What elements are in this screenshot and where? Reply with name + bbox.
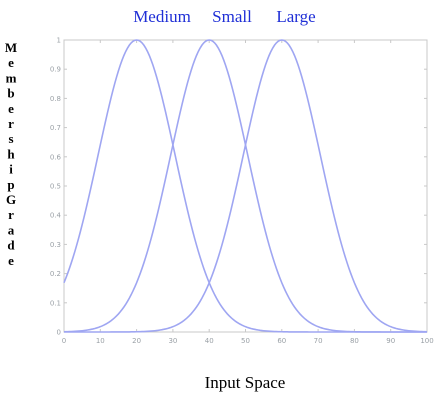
y-tick-label: 0.3: [50, 241, 61, 249]
y-tick-label: 0: [57, 329, 61, 337]
x-tick-label: 60: [277, 337, 286, 345]
y-tick-label: 0.6: [50, 153, 62, 161]
x-tick-label: 30: [168, 337, 177, 345]
legend-label-large: Large: [276, 7, 315, 26]
series-lines: [63, 39, 428, 333]
x-tick-label: 10: [96, 337, 105, 345]
y-axis-label-char: i: [9, 162, 13, 177]
series-line-large: [64, 39, 428, 333]
y-tick-label: 1: [57, 37, 61, 45]
y-axis-label-char: b: [7, 86, 14, 101]
y-axis-label-char: h: [7, 146, 15, 161]
x-tick-label: 70: [314, 337, 323, 345]
x-tick-label: 80: [350, 337, 359, 345]
y-axis-label-char: M: [5, 40, 17, 55]
x-tick-label: 50: [241, 337, 250, 345]
y-axis-label-char: d: [7, 238, 15, 253]
y-axis-label-char: e: [8, 101, 14, 116]
x-tick-label: 40: [205, 337, 214, 345]
y-axis-label-char: r: [8, 207, 14, 222]
x-tick-label: 20: [132, 337, 141, 345]
y-tick-label: 0.9: [50, 66, 61, 74]
y-tick-label: 0.8: [50, 95, 61, 103]
legend-label-small: Small: [212, 7, 252, 26]
x-tick-label: 0: [62, 337, 66, 345]
y-tick-label: 0.4: [50, 212, 62, 220]
x-tick-label: 90: [386, 337, 395, 345]
legend: Medium Small Large: [133, 7, 315, 26]
y-tick-label: 0.5: [50, 183, 61, 191]
y-axis-label-char: e: [8, 55, 14, 70]
x-tick-label: 100: [420, 337, 433, 345]
x-axis-label: Input Space: [205, 373, 286, 392]
plot-frame: [63, 39, 428, 333]
y-axis-label-char: m: [6, 70, 17, 85]
legend-label-medium: Medium: [133, 7, 191, 26]
y-tick-label: 0.1: [50, 299, 61, 307]
y-axis-ticks: 0 0.1 0.2 0.3 0.4 0.5 0.6 0.7 0.8 0.9 1: [50, 37, 427, 337]
x-axis-ticks: 0 10 20 30 40 50 60 70 80 90 100: [62, 40, 434, 345]
y-axis-label-char: s: [8, 131, 13, 146]
y-axis-label-char: e: [8, 253, 14, 268]
y-axis-label-char: r: [8, 116, 14, 131]
y-axis-label-char: a: [8, 222, 15, 237]
y-tick-label: 0.7: [50, 124, 61, 132]
y-axis-label-char: p: [7, 177, 14, 192]
y-tick-label: 0.2: [50, 270, 61, 278]
y-axis-label-char: G: [6, 192, 16, 207]
